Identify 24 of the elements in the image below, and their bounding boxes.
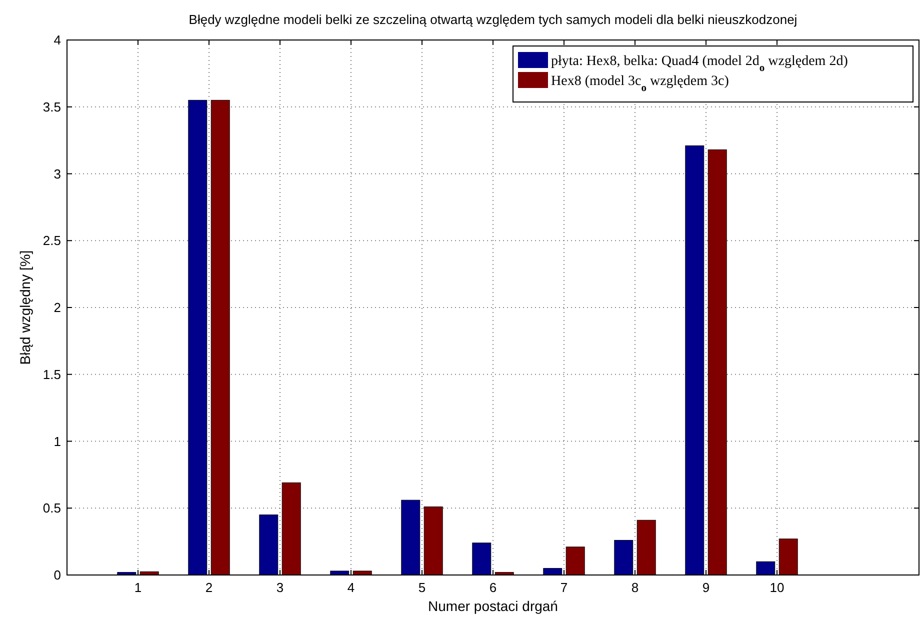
y-tick-label: 0.5 <box>42 500 61 516</box>
y-tick-label: 3.5 <box>42 99 61 114</box>
y-tick-label: 2 <box>54 300 61 316</box>
y-tick-label: 1.5 <box>42 366 61 382</box>
legend-label: Hex8 (model 3c$_{o}$ względem 3c) <box>551 74 730 94</box>
y-axis-title: Błąd względny [%] <box>17 250 33 365</box>
x-axis-title: Numer postaci drgań <box>428 598 558 614</box>
x-tick-label: 5 <box>418 580 426 595</box>
x-tick-label: 1 <box>134 580 142 595</box>
x-tick-label: 2 <box>205 580 213 595</box>
y-tick-label: 3 <box>54 166 61 182</box>
y-tick-label: 1 <box>54 434 61 449</box>
y-tick-label: 0 <box>54 568 61 583</box>
legend-label: płyta: Hex8, belka: Quad4 (model 2d$_{o}$ względem 2d) <box>551 54 848 74</box>
x-tick-label: 10 <box>770 580 784 595</box>
y-tick-label: 4 <box>54 32 61 48</box>
x-tick-label: 8 <box>631 580 639 595</box>
y-tick-label: 2.5 <box>42 233 61 248</box>
x-tick-label: 3 <box>276 580 284 595</box>
chart-title: Błędy względne modeli belki ze szczeliną otwartą względem tych samych modeli dla belki nieuszkodzonej <box>188 12 798 27</box>
x-tick-label: 6 <box>489 580 497 595</box>
x-tick-label: 7 <box>560 580 568 595</box>
x-tick-label: 9 <box>702 580 710 595</box>
x-tick-label: 4 <box>347 580 355 595</box>
